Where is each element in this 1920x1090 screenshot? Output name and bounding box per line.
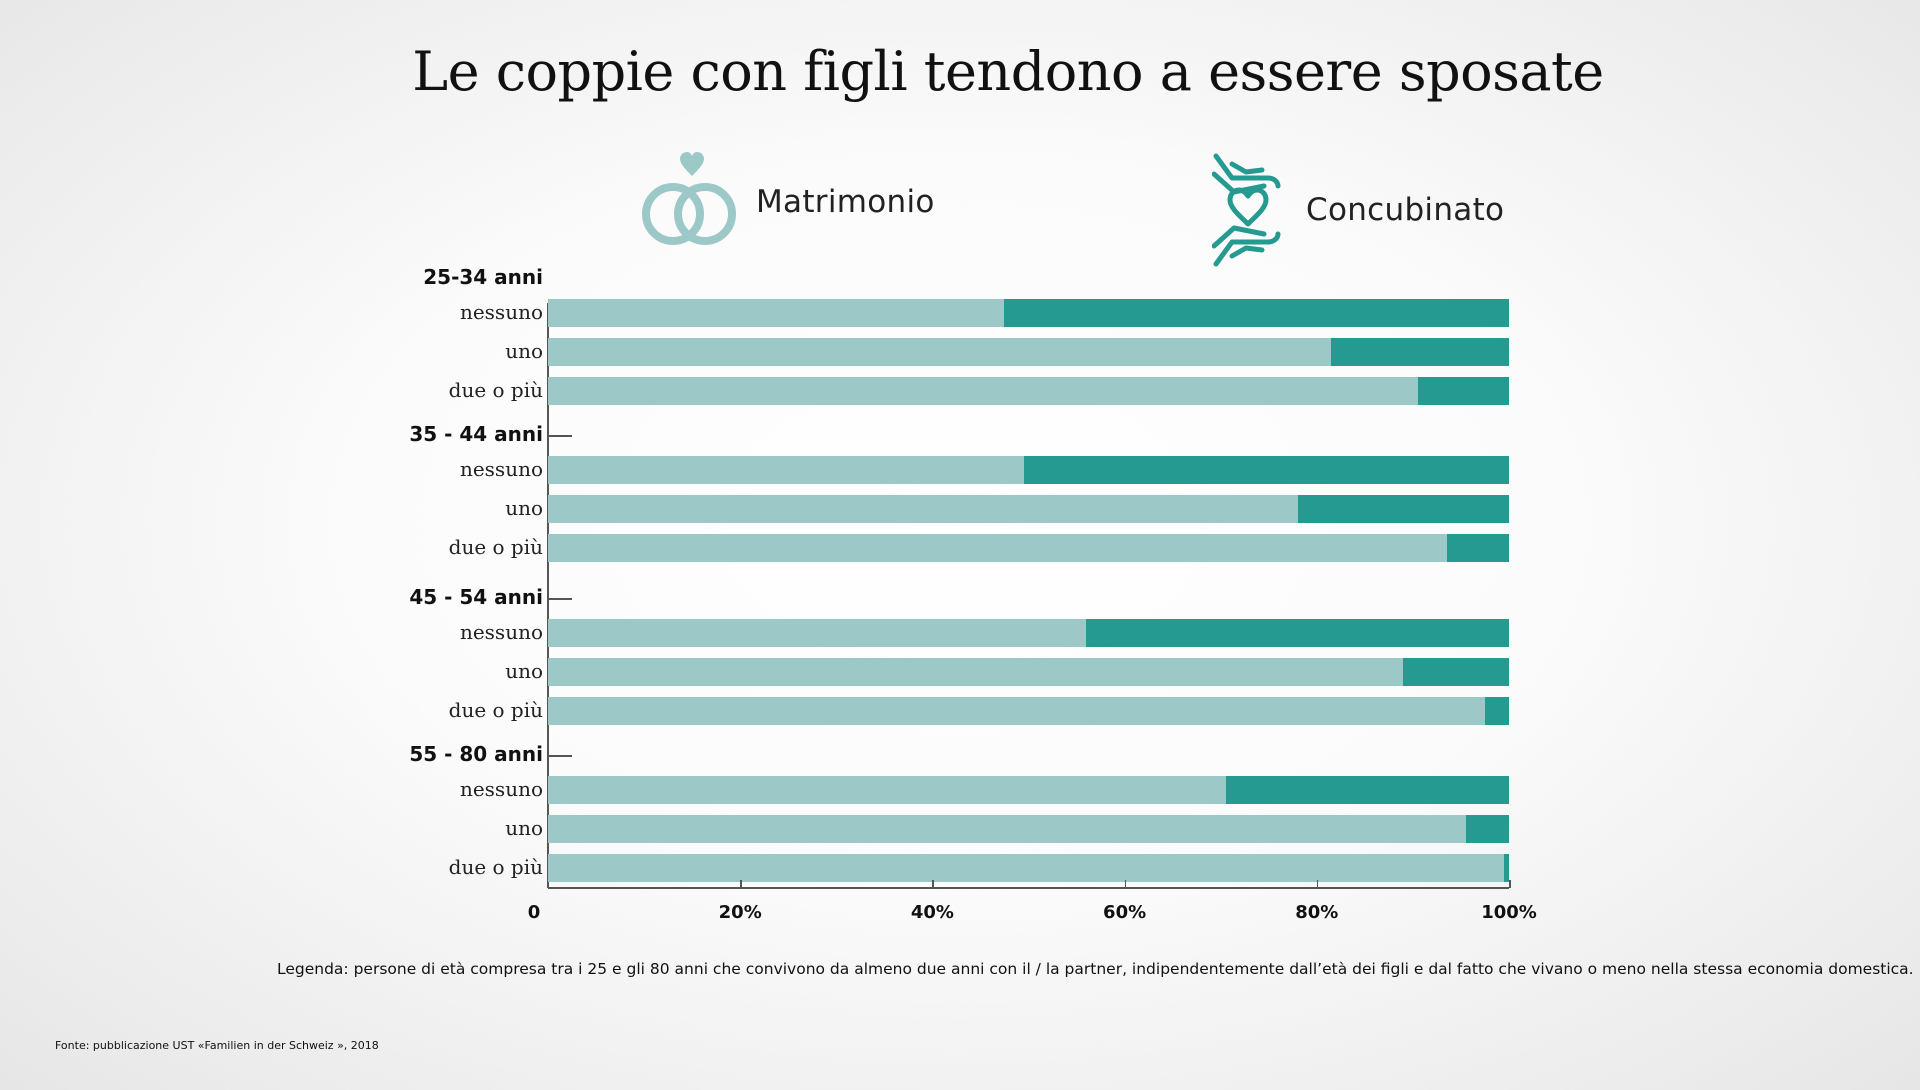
x-tick-label: 40% [910, 902, 954, 923]
x-tick-mark [932, 880, 934, 888]
row-label: uno [505, 659, 543, 683]
group-label: 45 - 54 anni [409, 585, 543, 609]
bar-segment-concubinato [1465, 815, 1509, 843]
wedding-rings-icon [642, 152, 736, 245]
bar-segment-concubinato [1086, 619, 1509, 647]
bar-segment-matrimonio [548, 854, 1505, 882]
bar-segment-concubinato [1504, 854, 1509, 882]
legend-label-concubinato: Concubinato [1306, 192, 1505, 228]
bar-segment-matrimonio [548, 456, 1024, 484]
bar-segment-concubinato [1446, 534, 1509, 562]
bar-segment-concubinato [1225, 776, 1509, 804]
bar-segment-concubinato [1023, 456, 1509, 484]
x-tick-mark [1124, 880, 1127, 888]
row-label: due o più [448, 698, 543, 722]
legend-matrimonio: Matrimonio [640, 152, 935, 252]
x-tick-label: 20% [718, 902, 762, 923]
bar-segment-concubinato [1297, 495, 1509, 523]
x-tick-mark [1316, 880, 1319, 888]
row-label: uno [505, 339, 543, 363]
row-label: due o più [448, 535, 543, 559]
x-tick-label: 100% [1481, 902, 1537, 923]
row-label: due o più [448, 855, 543, 879]
bar-segment-matrimonio [548, 495, 1298, 523]
bar-segment-concubinato [1417, 377, 1509, 405]
bar-segment-concubinato [1004, 299, 1509, 327]
row-label: nessuno [459, 620, 543, 644]
group-label: 25-34 anni [423, 265, 543, 289]
row-label: nessuno [459, 300, 543, 324]
group-label: 35 - 44 anni [409, 422, 543, 446]
legend-label-matrimonio: Matrimonio [756, 184, 935, 220]
bar-segment-matrimonio [548, 619, 1087, 647]
source-note: Fonte: pubblicazione UST «Familien in de… [55, 1039, 379, 1052]
row-label: nessuno [459, 457, 543, 481]
row-label: uno [505, 816, 543, 840]
bar-segment-matrimonio [548, 697, 1485, 725]
x-tick-mark [1509, 880, 1511, 888]
bar-segment-matrimonio [548, 299, 1005, 327]
x-tick-label: 60% [1103, 902, 1147, 923]
hands-heart-icon [1212, 153, 1281, 267]
bar-segment-matrimonio [548, 776, 1226, 804]
x-tick-mark [740, 880, 742, 888]
bar-segment-matrimonio [548, 815, 1466, 843]
bar-segment-matrimonio [548, 338, 1332, 366]
x-tick-label: 0 [527, 902, 541, 923]
row-label: due o più [448, 378, 543, 402]
group-tick [548, 598, 572, 600]
bar-segment-matrimonio [548, 377, 1418, 405]
bar-segment-concubinato [1484, 697, 1509, 725]
bar-segment-concubinato [1331, 338, 1509, 366]
row-label: uno [505, 496, 543, 520]
row-label: nessuno [459, 777, 543, 801]
legend-concubinato: Concubinato [1212, 152, 1504, 268]
group-label: 55 - 80 anni [409, 742, 543, 766]
bar-segment-concubinato [1403, 658, 1509, 686]
x-tick-label: 80% [1295, 902, 1339, 923]
chart-title: Le coppie con figli tendono a essere spo… [412, 40, 1604, 103]
bar-segment-matrimonio [548, 534, 1447, 562]
bar-segment-matrimonio [548, 658, 1404, 686]
group-tick [548, 435, 572, 437]
y-axis-line [547, 303, 549, 888]
group-tick [548, 755, 572, 757]
legend-note: Legenda: persone di età compresa tra i 2… [277, 960, 1914, 978]
x-axis-line [548, 887, 1509, 889]
